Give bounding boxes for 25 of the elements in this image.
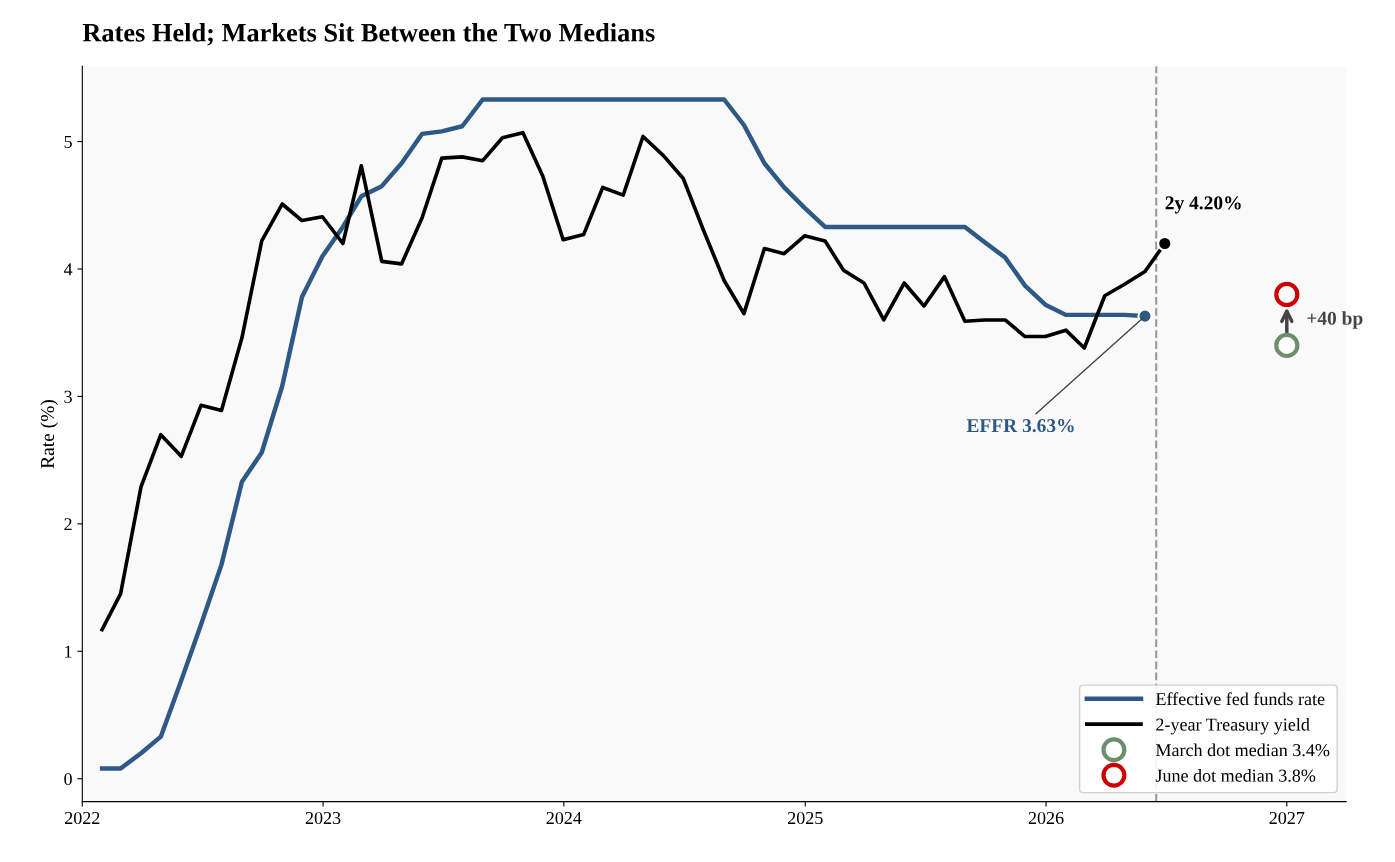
point [1274, 332, 1300, 359]
annotation: EFFR 3.63% [966, 419, 1074, 433]
point [1274, 281, 1300, 308]
y-axis-title: Rate (%) [40, 400, 58, 469]
y-tick-label: 4 [63, 263, 73, 276]
annotation: +40 bp [1307, 311, 1363, 329]
legend-label: March dot median 3.4% [1155, 743, 1330, 757]
y-tick-label: 1 [65, 645, 72, 658]
x-tick-label: 2022 [65, 811, 100, 825]
point [1137, 308, 1153, 324]
x-tick-label: 2024 [546, 811, 582, 825]
y-tick-label: 3 [64, 390, 72, 403]
x-tick-label: 2023 [305, 811, 341, 825]
x-tick-label: 2026 [1028, 811, 1064, 825]
legend-label: 2-year Treasury yield [1156, 717, 1310, 735]
x-tick-label: 2025 [788, 811, 823, 825]
chart-title: Rates Held; Markets Sit Between the Two Medians [82, 23, 655, 46]
x-tick-label: 2027 [1269, 811, 1305, 825]
y-tick-label: 5 [64, 136, 72, 148]
y-tick-label: 0 [64, 772, 72, 786]
point [1157, 235, 1173, 252]
annotation: 2y 4.20% [1165, 196, 1241, 214]
legend-label: Effective fed funds rate [1155, 692, 1325, 706]
legend-label: June dot median 3.8% [1155, 769, 1316, 782]
y-tick-label: 2 [64, 518, 72, 531]
